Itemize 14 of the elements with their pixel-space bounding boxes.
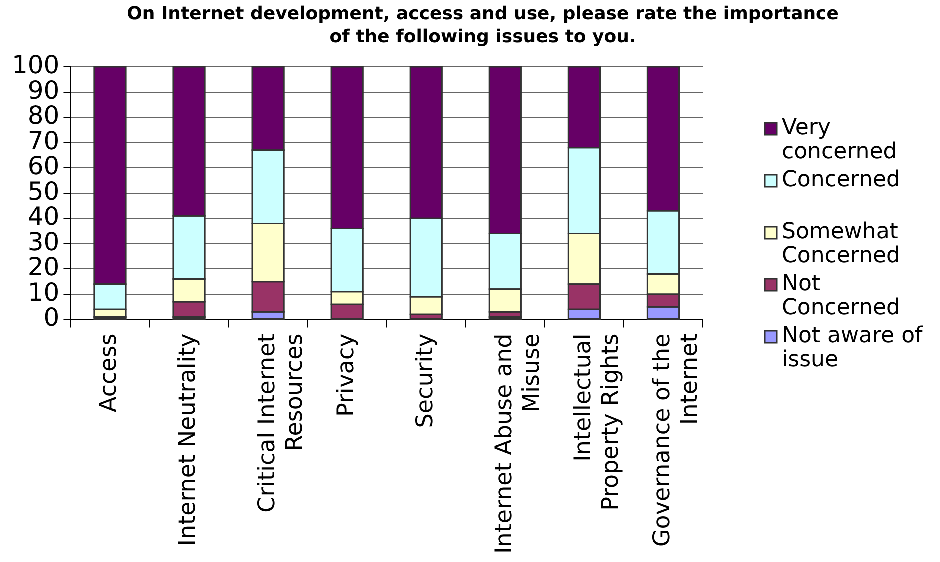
legend-label: Concerned: [782, 168, 900, 193]
x-tick-label: Security: [412, 334, 438, 428]
legend-label: Somewhat Concerned: [782, 220, 900, 269]
x-tick-label: Critical Internet Resources: [254, 334, 308, 513]
x-tick-label: Privacy: [333, 334, 360, 418]
x-tick-label: Internet Neutrality: [175, 334, 202, 546]
x-tick-label: Internet Abuse and Misuse: [491, 334, 545, 554]
chart-title: On Internet development, access and use, please rate the importance of the following issues to you.: [127, 4, 839, 48]
x-tick-label: Access: [96, 334, 122, 412]
legend-label: Not Concerned: [782, 272, 900, 321]
x-tick-label: Governance of the Internet: [649, 334, 704, 548]
x-tick-label: Intellectual Property Rights: [570, 334, 624, 511]
legend-label: Not aware of issue: [782, 324, 924, 373]
legend-label: Very concerned: [782, 116, 898, 165]
